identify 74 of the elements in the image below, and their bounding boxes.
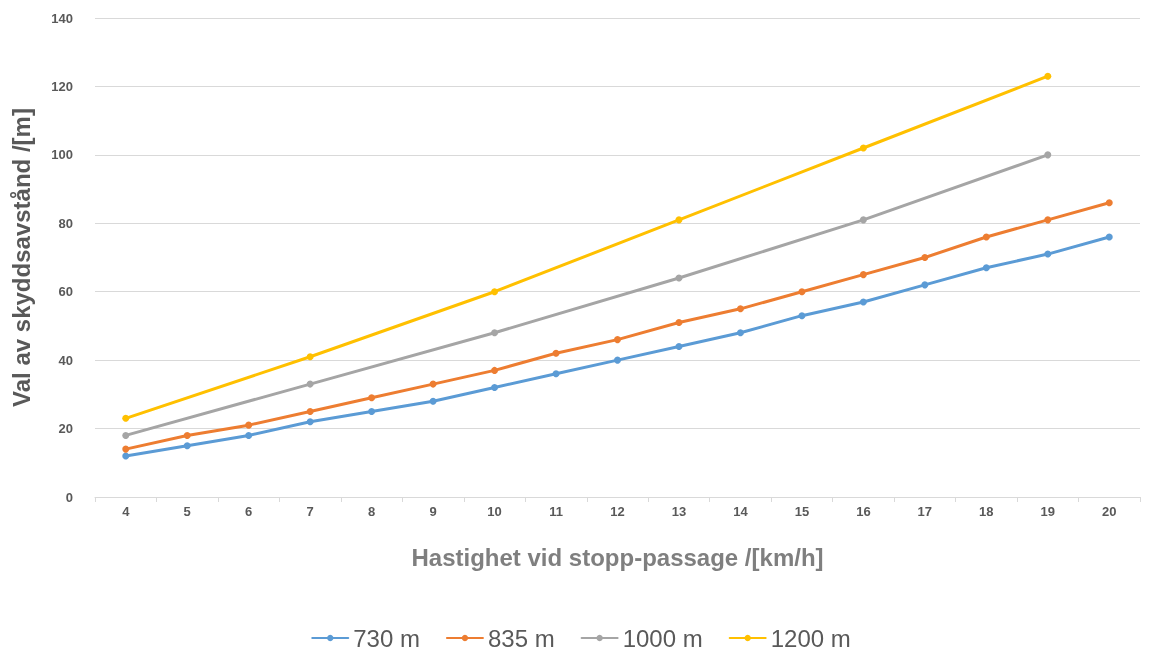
point	[491, 366, 499, 374]
legend-label: 1200 m	[770, 624, 851, 652]
point	[1044, 216, 1052, 224]
point	[798, 288, 806, 296]
y-tick-label: 20	[58, 421, 73, 437]
point	[982, 233, 990, 241]
x-tick-label: 12	[610, 504, 625, 519]
x-tick-label: 10	[487, 504, 502, 519]
point	[122, 452, 130, 460]
y-tick-label: 120	[51, 78, 73, 94]
point	[306, 418, 314, 426]
legend-label: 835 m	[487, 624, 555, 652]
y-tick-label: 40	[58, 352, 73, 368]
x-tick-label: 11	[549, 504, 563, 519]
x-tick-label: 20	[1102, 504, 1117, 519]
y-tick-label: 140	[51, 10, 73, 26]
point	[859, 144, 867, 152]
point	[675, 319, 683, 327]
point	[122, 431, 130, 439]
y-tick-label: 80	[58, 215, 73, 231]
point	[368, 394, 376, 402]
point	[122, 414, 130, 422]
point	[122, 445, 130, 453]
point	[491, 384, 499, 392]
x-tick-label: 17	[917, 504, 933, 519]
point	[921, 281, 929, 289]
point	[982, 264, 990, 272]
point	[245, 431, 253, 439]
point	[1044, 72, 1052, 80]
x-tick-label: 13	[671, 504, 687, 519]
point	[552, 370, 560, 378]
point	[798, 312, 806, 320]
x-tick-label: 5	[183, 504, 191, 519]
point	[1105, 233, 1113, 241]
point	[552, 349, 560, 357]
y-tick-label: 0	[65, 489, 73, 505]
x-tick-label: 8	[368, 504, 376, 519]
point	[245, 421, 253, 429]
x-tick-label: 15	[794, 504, 810, 519]
point	[921, 254, 929, 261]
x-tick-label: 6	[245, 504, 253, 519]
y-tick-label: 100	[51, 147, 73, 163]
point	[1044, 250, 1052, 258]
y-tick-label: 60	[58, 284, 73, 300]
legend-label: 730 m	[353, 624, 420, 652]
point	[306, 353, 314, 361]
point	[614, 336, 621, 344]
point	[675, 342, 683, 350]
x-tick-label: 16	[856, 504, 871, 519]
point	[368, 407, 376, 415]
legend-label: 1000 m	[622, 624, 703, 652]
x-axis-title: Hastighet vid stopp-passage /[km/h]	[411, 543, 824, 571]
point	[859, 271, 867, 279]
y-axis-title: Val av skyddsavstånd /[m]	[7, 108, 35, 407]
point	[614, 356, 621, 364]
point	[306, 380, 314, 388]
point	[736, 305, 744, 313]
point	[491, 288, 499, 296]
x-tick-label: 4	[122, 504, 131, 519]
x-tick-label: 7	[306, 504, 314, 519]
point	[306, 407, 314, 415]
x-tick-label: 19	[1040, 504, 1056, 519]
point	[429, 397, 437, 405]
point	[736, 329, 744, 337]
x-tick-label: 9	[429, 504, 437, 519]
x-tick-label: 14	[733, 504, 749, 519]
point	[183, 431, 191, 439]
x-tick-label: 18	[979, 504, 994, 519]
point	[491, 329, 499, 337]
point	[183, 442, 191, 450]
point	[1044, 151, 1052, 159]
point	[859, 216, 867, 224]
point	[1105, 199, 1113, 207]
point	[859, 298, 867, 306]
